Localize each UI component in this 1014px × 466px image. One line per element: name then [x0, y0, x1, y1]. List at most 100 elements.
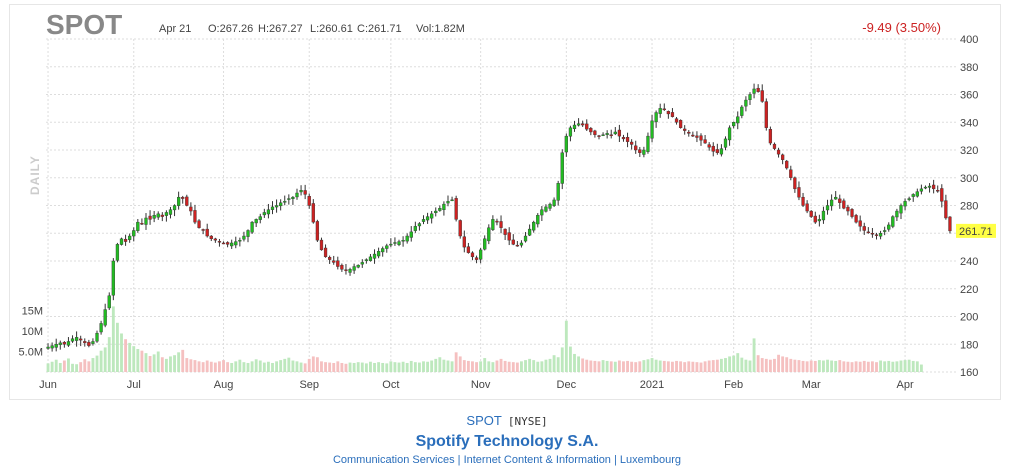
- candle-body: [128, 235, 132, 240]
- candle-body: [246, 230, 250, 237]
- volume-bar: [707, 360, 711, 372]
- volume-bar: [209, 361, 213, 372]
- volume-bar: [830, 360, 834, 372]
- price-tick-label: 380: [960, 62, 978, 74]
- candle-body: [283, 201, 287, 203]
- volume-bar: [177, 352, 181, 372]
- candle-body: [160, 214, 164, 217]
- candle-body: [932, 184, 936, 190]
- volume-bar: [164, 358, 168, 372]
- candle-body: [540, 209, 544, 216]
- volume-bar: [715, 359, 719, 372]
- time-tick-label: Sep: [299, 379, 319, 391]
- volume-bar: [242, 362, 246, 372]
- volume-bar: [79, 362, 83, 372]
- candle-body: [785, 160, 789, 169]
- candle-body: [895, 210, 899, 218]
- candle-body: [617, 129, 622, 137]
- candle-body: [899, 205, 903, 214]
- candle-body: [625, 137, 630, 142]
- candle-body: [177, 196, 181, 206]
- candle-body: [230, 242, 234, 247]
- volume-bar: [340, 362, 344, 372]
- volume-bar: [511, 362, 515, 372]
- volume-bar: [524, 360, 527, 372]
- candle-body: [405, 235, 409, 242]
- volume-bar: [58, 362, 62, 372]
- candle-body: [748, 94, 752, 100]
- sector-line[interactable]: Communication Services | Internet Conten…: [332, 454, 682, 466]
- candle-body: [642, 149, 646, 155]
- volume-bar: [687, 361, 691, 372]
- footer-symbol-link[interactable]: SPOT: [466, 413, 502, 428]
- company-name-link[interactable]: Spotify Technology S.A.: [415, 433, 599, 450]
- candle-body: [213, 238, 217, 241]
- volume-bar: [499, 358, 503, 372]
- volume-bar: [287, 357, 291, 372]
- volume-bar: [691, 361, 695, 372]
- candle-body: [825, 205, 830, 211]
- volume-bar: [218, 361, 221, 372]
- volume-bar: [438, 357, 442, 372]
- candle-body: [430, 213, 434, 219]
- volume-bar: [809, 360, 813, 372]
- candle-body: [948, 216, 952, 232]
- volume-bar: [381, 362, 385, 372]
- volume-bar: [813, 360, 817, 372]
- volume-bar: [458, 356, 462, 372]
- price-chart[interactable]: 160180200220240260280300320340360380400 …: [10, 5, 1002, 401]
- candle-body: [544, 206, 548, 212]
- volume-bar: [54, 359, 58, 372]
- candle-body: [772, 143, 777, 149]
- volume-bar: [385, 363, 389, 372]
- volume-bar: [789, 358, 793, 372]
- candle-body: [776, 149, 781, 155]
- candle-body: [336, 260, 340, 267]
- volume-bar: [577, 356, 581, 372]
- candle-body: [446, 201, 450, 204]
- candle-body: [442, 203, 446, 210]
- candle-body: [646, 135, 650, 152]
- volume-bar: [348, 362, 352, 372]
- volume-bar: [62, 360, 66, 372]
- volume-bar: [862, 360, 866, 372]
- candle-body: [666, 111, 670, 115]
- candle-body: [662, 108, 666, 111]
- volume-bar: [589, 360, 593, 372]
- volume-bar: [728, 356, 732, 372]
- candle-body: [299, 190, 303, 193]
- volume-bar: [115, 322, 119, 372]
- candle-body: [189, 206, 193, 212]
- volume-bar: [283, 358, 287, 372]
- volume-bar: [201, 362, 205, 372]
- volume-bar: [299, 362, 303, 372]
- candle-body: [397, 241, 401, 245]
- candle-body: [495, 220, 499, 223]
- time-tick-label: Dec: [557, 379, 577, 391]
- volume-bar: [295, 361, 299, 372]
- volume-bar: [646, 359, 650, 372]
- candle-body: [589, 128, 593, 133]
- volume-bar: [103, 347, 107, 372]
- candle-body: [454, 198, 458, 220]
- volume-bar: [858, 361, 862, 372]
- volume-bar: [222, 360, 225, 372]
- time-tick-label: Oct: [382, 379, 399, 391]
- candle-body: [813, 215, 817, 223]
- candle-body: [609, 134, 613, 136]
- volume-bar: [422, 361, 425, 372]
- volume-bar: [373, 362, 376, 372]
- volume-bars: [46, 306, 923, 372]
- candle-body: [699, 135, 703, 141]
- volume-bar: [442, 359, 446, 372]
- volume-bar: [315, 357, 319, 372]
- candle-body: [874, 234, 879, 236]
- volume-bar: [879, 360, 883, 372]
- candle-body: [907, 198, 911, 200]
- candle-body: [621, 137, 626, 140]
- volume-bar: [891, 361, 895, 372]
- volume-bar: [719, 358, 723, 372]
- candle-body: [168, 209, 173, 215]
- volume-bar: [230, 362, 234, 372]
- volume-bar: [234, 361, 238, 372]
